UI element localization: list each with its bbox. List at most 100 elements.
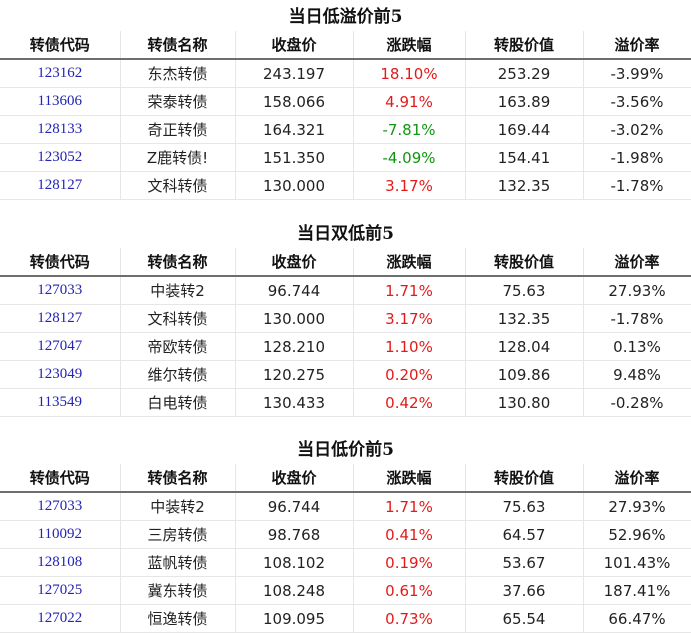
bond-name-cell: 文科转债	[120, 304, 236, 333]
premium-rate-cell: -1.98%	[583, 143, 691, 172]
conversion-value-cell: 37.66	[465, 576, 584, 605]
bond-code-cell: 128127	[0, 171, 121, 200]
bond-name-cell: 奇正转债	[120, 115, 236, 144]
header-conv-value: 转股价值	[465, 464, 584, 493]
table-row: 128108 蓝帆转债 108.102 0.19% 53.67 101.43%	[0, 548, 691, 577]
premium-rate-cell: 27.93%	[583, 276, 691, 305]
bond-name-cell: 帝欧转债	[120, 332, 236, 361]
close-price-cell: 151.350	[235, 143, 354, 172]
premium-rate-cell: 27.93%	[583, 492, 691, 521]
bond-code-cell: 127047	[0, 332, 121, 361]
table-row: 123052 Z鹿转债! 151.350 -4.09% 154.41 -1.98%	[0, 143, 691, 172]
premium-rate-cell: 66.47%	[583, 604, 691, 633]
bond-name-cell: 恒逸转债	[120, 604, 236, 633]
bond-name-cell: 中装转2	[120, 276, 236, 305]
change-pct-cell: 0.73%	[353, 604, 466, 633]
conversion-value-cell: 253.29	[465, 59, 584, 88]
header-change: 涨跌幅	[353, 31, 466, 60]
premium-rate-cell: 0.13%	[583, 332, 691, 361]
change-pct-cell: 1.71%	[353, 492, 466, 521]
premium-rate-cell: -3.02%	[583, 115, 691, 144]
header-premium: 溢价率	[583, 31, 691, 60]
conversion-value-cell: 132.35	[465, 304, 584, 333]
close-price-cell: 243.197	[235, 59, 354, 88]
bond-code-cell: 123049	[0, 360, 121, 389]
close-price-cell: 96.744	[235, 276, 354, 305]
change-pct-cell: 1.71%	[353, 276, 466, 305]
header-row: 转债代码 转债名称 收盘价 涨跌幅 转股价值 溢价率	[0, 248, 691, 277]
table-row: 128133 奇正转债 164.321 -7.81% 169.44 -3.02%	[0, 115, 691, 144]
header-change: 涨跌幅	[353, 464, 466, 493]
close-price-cell: 130.433	[235, 388, 354, 417]
change-pct-cell: 0.41%	[353, 520, 466, 549]
table-row: 123049 维尔转债 120.275 0.20% 109.86 9.48%	[0, 360, 691, 389]
bond-code-cell: 127033	[0, 492, 121, 521]
change-pct-cell: 3.17%	[353, 171, 466, 200]
bond-name-cell: 中装转2	[120, 492, 236, 521]
bond-name-cell: 冀东转债	[120, 576, 236, 605]
conversion-value-cell: 132.35	[465, 171, 584, 200]
bond-code-cell: 128108	[0, 548, 121, 577]
low-premium-table: 转债代码 转债名称 收盘价 涨跌幅 转股价值 溢价率 123162 东杰转债 243…	[0, 31, 691, 200]
bond-code-cell: 113549	[0, 388, 121, 417]
bond-name-cell: 维尔转债	[120, 360, 236, 389]
double-low-table: 转债代码 转债名称 收盘价 涨跌幅 转股价值 溢价率 127033 中装转2 96.…	[0, 248, 691, 417]
change-pct-cell: 4.91%	[353, 87, 466, 116]
conversion-value-cell: 75.63	[465, 492, 584, 521]
table-row: 127033 中装转2 96.744 1.71% 75.63 27.93%	[0, 492, 691, 521]
close-price-cell: 120.275	[235, 360, 354, 389]
close-price-cell: 108.248	[235, 576, 354, 605]
premium-rate-cell: -1.78%	[583, 304, 691, 333]
header-code: 转债代码	[0, 248, 121, 277]
header-close: 收盘价	[235, 464, 354, 493]
premium-rate-cell: 187.41%	[583, 576, 691, 605]
header-close: 收盘价	[235, 31, 354, 60]
table-row: 128127 文科转债 130.000 3.17% 132.35 -1.78%	[0, 171, 691, 200]
table-row: 127022 恒逸转债 109.095 0.73% 65.54 66.47%	[0, 604, 691, 633]
header-code: 转债代码	[0, 31, 121, 60]
premium-rate-cell: 9.48%	[583, 360, 691, 389]
change-pct-cell: 0.19%	[353, 548, 466, 577]
section-title: 当日双低前5	[297, 224, 394, 244]
header-premium: 溢价率	[583, 248, 691, 277]
conversion-value-cell: 75.63	[465, 276, 584, 305]
premium-rate-cell: -0.28%	[583, 388, 691, 417]
premium-rate-cell: 52.96%	[583, 520, 691, 549]
header-change: 涨跌幅	[353, 248, 466, 277]
change-pct-cell: 18.10%	[353, 59, 466, 88]
section-title: 当日低溢价前5	[288, 7, 403, 27]
change-pct-cell: -4.09%	[353, 143, 466, 172]
bond-code-cell: 128127	[0, 304, 121, 333]
close-price-cell: 130.000	[235, 304, 354, 333]
low-price-table: 转债代码 转债名称 收盘价 涨跌幅 转股价值 溢价率 127033 中装转2 96.…	[0, 464, 691, 633]
conversion-value-cell: 65.54	[465, 604, 584, 633]
bond-code-cell: 123052	[0, 143, 121, 172]
header-conv-value: 转股价值	[465, 248, 584, 277]
conversion-value-cell: 109.86	[465, 360, 584, 389]
close-price-cell: 164.321	[235, 115, 354, 144]
bond-name-cell: 东杰转债	[120, 59, 236, 88]
header-conv-value: 转股价值	[465, 31, 584, 60]
premium-rate-cell: -3.99%	[583, 59, 691, 88]
header-name: 转债名称	[120, 31, 236, 60]
bond-code-cell: 128133	[0, 115, 121, 144]
bond-name-cell: 文科转债	[120, 171, 236, 200]
header-row: 转债代码 转债名称 收盘价 涨跌幅 转股价值 溢价率	[0, 31, 691, 60]
conversion-value-cell: 154.41	[465, 143, 584, 172]
header-name: 转债名称	[120, 464, 236, 493]
section-title: 当日低价前5	[297, 440, 394, 460]
change-pct-cell: 1.10%	[353, 332, 466, 361]
close-price-cell: 128.210	[235, 332, 354, 361]
change-pct-cell: -7.81%	[353, 115, 466, 144]
bond-code-cell: 127025	[0, 576, 121, 605]
premium-rate-cell: 101.43%	[583, 548, 691, 577]
bond-name-cell: 白电转债	[120, 388, 236, 417]
table-row: 128127 文科转债 130.000 3.17% 132.35 -1.78%	[0, 304, 691, 333]
conversion-value-cell: 53.67	[465, 548, 584, 577]
change-pct-cell: 3.17%	[353, 304, 466, 333]
close-price-cell: 109.095	[235, 604, 354, 633]
change-pct-cell: 0.42%	[353, 388, 466, 417]
bond-code-cell: 123162	[0, 59, 121, 88]
table-row: 110092 三房转债 98.768 0.41% 64.57 52.96%	[0, 520, 691, 549]
section-low-premium: 当日低溢价前5 转债代码 转债名称 收盘价 涨跌幅 转股价值 溢价率 12316…	[0, 4, 691, 200]
